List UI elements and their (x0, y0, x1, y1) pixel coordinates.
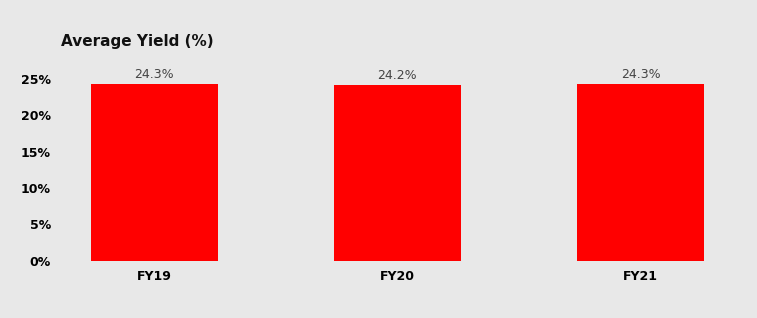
Bar (578, 84, 704, 261)
Text: 24.2%: 24.2% (378, 69, 417, 82)
Bar (91, 84, 217, 261)
Text: 24.3%: 24.3% (621, 68, 660, 81)
Bar (335, 85, 460, 261)
Text: 24.3%: 24.3% (135, 68, 174, 81)
Text: Average Yield (%): Average Yield (%) (61, 34, 213, 49)
